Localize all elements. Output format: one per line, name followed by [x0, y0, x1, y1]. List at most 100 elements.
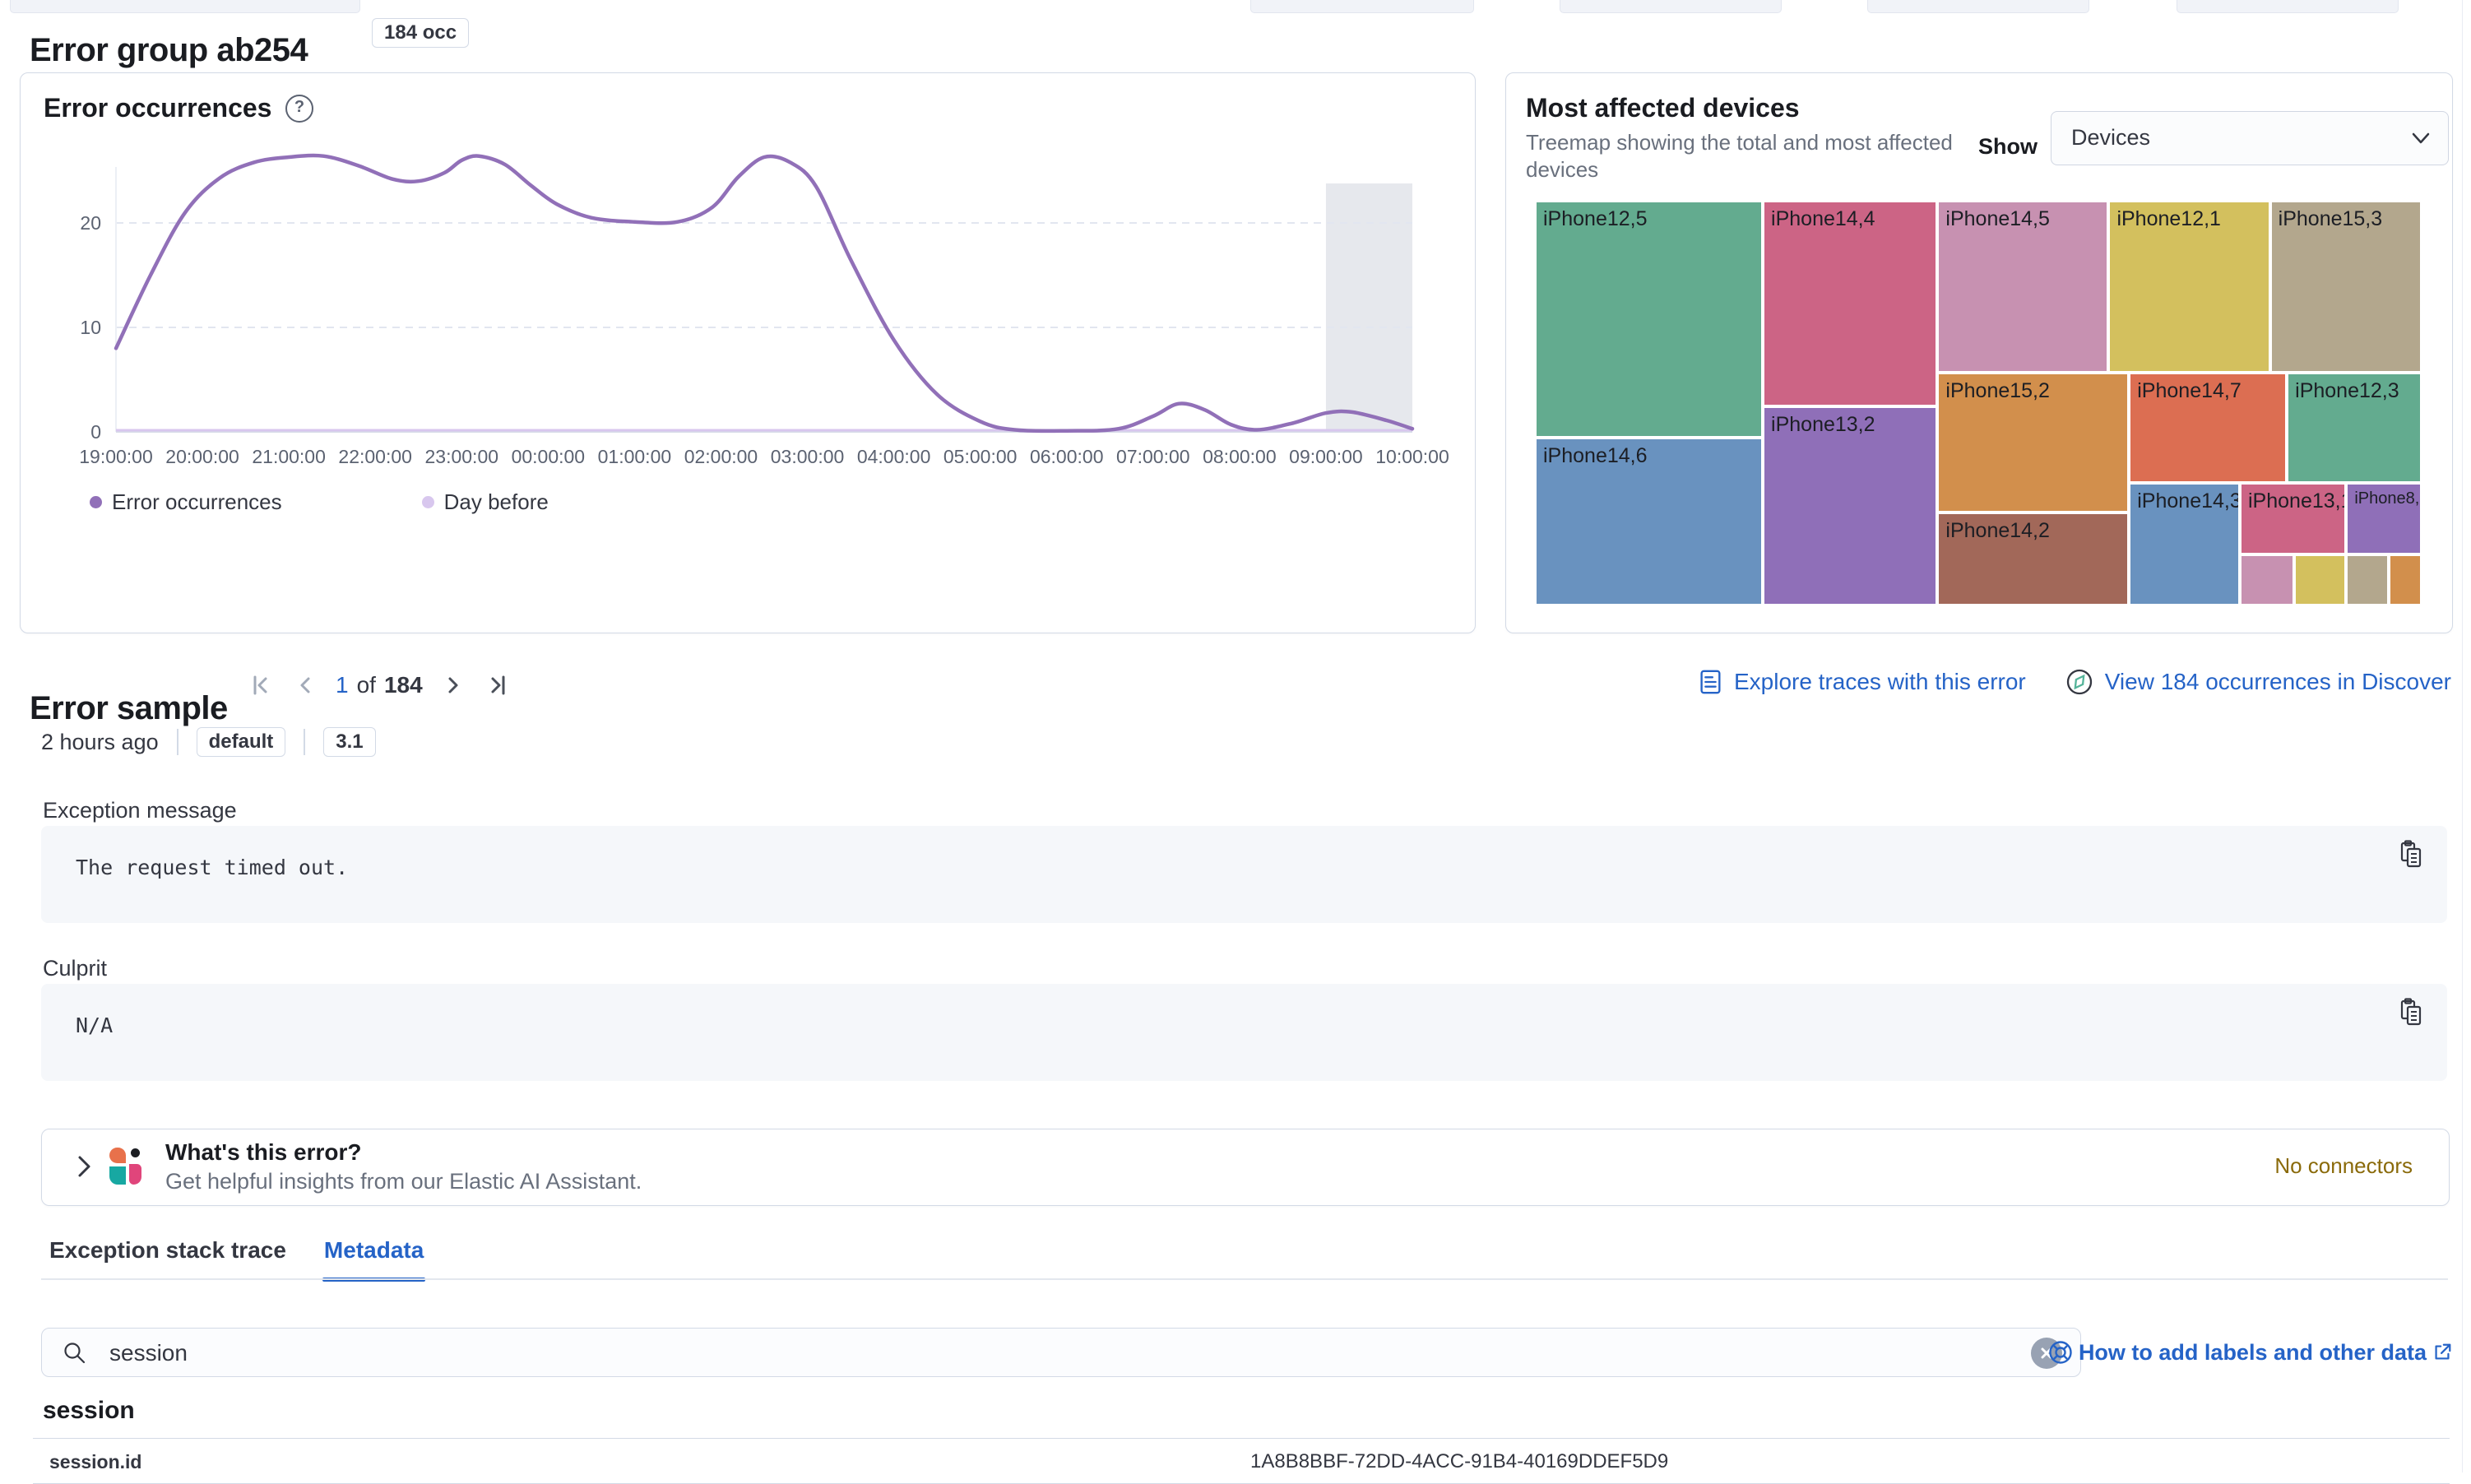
- treemap-cell-iphone15-2[interactable]: iPhone15,2: [1937, 373, 2130, 512]
- x-axis-tick-label: 19:00:00: [79, 446, 153, 467]
- exception-message-box: The request timed out.: [41, 826, 2447, 923]
- metadata-row: session.id 1A8B8BBF-72DD-4ACC-91B4-40169D…: [33, 1438, 2450, 1484]
- treemap-cell-label: iPhone14,6: [1543, 443, 1648, 467]
- legend-dot: [421, 496, 434, 508]
- how-to-add-labels-label: How to add labels and other data: [2078, 1339, 2427, 1365]
- error-occurrences-panel: Error occurrences ? 0 10 20 19:00:00 20:00:0…: [20, 72, 1476, 633]
- environment-badge: default: [196, 727, 286, 757]
- metadata-search-input[interactable]: [108, 1329, 1987, 1378]
- chevron-right-icon[interactable]: [72, 1152, 96, 1180]
- toolbar-remnant: [1250, 0, 1474, 13]
- x-axis-tick-label: 10:00:00: [1375, 446, 1449, 467]
- legend-label: Day before: [443, 489, 549, 514]
- devices-select[interactable]: Devices: [2051, 111, 2449, 165]
- culprit-label: Culprit: [43, 956, 108, 981]
- copy-icon[interactable]: [2396, 997, 2426, 1027]
- treemap-title: Most affected devices: [1526, 93, 1800, 123]
- treemap-cell-iphone13-2[interactable]: iPhone13,2: [1763, 406, 1938, 605]
- treemap-cell-iphone14-2[interactable]: iPhone14,2: [1937, 512, 2130, 605]
- error-sample-links: Explore traces with this error View 184 …: [1696, 666, 2451, 698]
- legend-item[interactable]: Day before: [421, 489, 549, 515]
- legend-dot: [90, 496, 102, 508]
- x-axis-tick-label: 05:00:00: [943, 446, 1018, 467]
- lifebuoy-icon: [2049, 1341, 2072, 1364]
- treemap-cell-iphone8-1[interactable]: iPhone8,1: [2346, 483, 2422, 554]
- copy-icon[interactable]: [2396, 839, 2426, 869]
- treemap-cell-label: iPhone14,3: [2137, 489, 2240, 513]
- y-axis-tick-label: 10: [80, 317, 101, 338]
- x-axis-tick-label: 02:00:00: [684, 446, 758, 467]
- treemap-cell-label: iPhone12,3: [2295, 379, 2399, 403]
- treemap-cell-label: iPhone14,5: [1945, 207, 2050, 230]
- tabs-divider: [41, 1278, 2448, 1280]
- treemap-cell-label: iPhone14,2: [1945, 518, 2050, 542]
- treemap-cell-iphone12-3[interactable]: iPhone12,3: [2287, 373, 2422, 484]
- devices-select-value: Devices: [2071, 125, 2151, 150]
- treemap-cell[interactable]: [2293, 554, 2347, 605]
- sample-timestamp: 2 hours ago: [41, 729, 159, 754]
- last-page-button[interactable]: [484, 671, 512, 699]
- treemap-subtitle: Treemap showing the total and most affec…: [1526, 130, 1953, 182]
- tab-exception-stack-trace[interactable]: Exception stack trace: [49, 1237, 286, 1263]
- treemap-cell-iphone14-4[interactable]: iPhone14,4: [1763, 201, 1938, 406]
- toolbar-remnant: [2177, 0, 2399, 13]
- chart-annotation-band: [1325, 183, 1412, 432]
- first-page-button[interactable]: [247, 671, 275, 699]
- explore-traces-link[interactable]: Explore traces with this error: [1696, 667, 2026, 697]
- treemap-cell[interactable]: [2389, 554, 2422, 605]
- sample-pager: 1 of 184: [247, 671, 512, 699]
- how-to-add-labels-link[interactable]: How to add labels and other data: [2047, 1339, 2453, 1366]
- ai-assistant-callout[interactable]: What's this error? Get helpful insights …: [41, 1129, 2450, 1206]
- treemap-cell-label: iPhone15,3: [2278, 207, 2383, 230]
- legend-item[interactable]: Error occurrences: [90, 489, 282, 515]
- treemap-cell-iphone15-3[interactable]: iPhone15,3: [2269, 201, 2422, 373]
- metadata-search-box: [41, 1328, 2081, 1378]
- occurrence-count-badge: 184 occ: [372, 18, 470, 48]
- treemap-cell-iphone14-5[interactable]: iPhone14,5: [1937, 201, 2109, 373]
- x-axis-tick-label: 01:00:00: [598, 446, 672, 467]
- y-axis-tick-label: 0: [90, 421, 101, 443]
- x-axis-tick-label: 09:00:00: [1289, 446, 1363, 467]
- error-occurrences-chart[interactable]: 0 10 20 19:00:00 20:00:00 21:00:00 22:00:00 23:…: [24, 147, 1455, 542]
- treemap-cell-iphone13-1[interactable]: iPhone13,1: [2240, 483, 2347, 554]
- view-in-discover-link[interactable]: View 184 occurrences in Discover: [2064, 666, 2451, 698]
- treemap-cell-iphone12-1[interactable]: iPhone12,1: [2108, 201, 2270, 373]
- separator: [304, 729, 306, 755]
- discover-compass-icon: [2066, 669, 2092, 695]
- metadata-table: session.id 1A8B8BBF-72DD-4ACC-91B4-40169D…: [33, 1438, 2450, 1484]
- treemap-cell[interactable]: [2346, 554, 2390, 605]
- treemap-cell-label: iPhone12,1: [2116, 207, 2221, 230]
- legend-label: Error occurrences: [112, 489, 282, 514]
- tab-metadata[interactable]: Metadata: [322, 1237, 426, 1282]
- x-axis-tick-label: 06:00:00: [1030, 446, 1104, 467]
- no-connectors-status: No connectors: [2274, 1153, 2413, 1178]
- question-in-circle-icon[interactable]: ?: [285, 95, 313, 123]
- x-axis-tick-label: 03:00:00: [771, 446, 845, 467]
- x-axis-tick-label: 08:00:00: [1203, 446, 1277, 467]
- treemap-cell-iphone14-3[interactable]: iPhone14,3: [2129, 483, 2240, 605]
- treemap-cell-iphone12-5[interactable]: iPhone12,5: [1535, 201, 1764, 438]
- pager-of: of: [356, 672, 376, 698]
- pager-current: 1: [336, 672, 349, 698]
- treemap-cell-iphone14-6[interactable]: iPhone14,6: [1535, 437, 1764, 605]
- x-axis-tick-label: 20:00:00: [165, 446, 239, 467]
- ai-callout-subtitle: Get helpful insights from our Elastic AI…: [165, 1169, 642, 1194]
- treemap-cell-iphone14-7[interactable]: iPhone14,7: [2129, 373, 2288, 484]
- version-badge: 3.1: [323, 727, 376, 757]
- treemap-cell[interactable]: [2240, 554, 2294, 605]
- metadata-key: session.id: [49, 1451, 142, 1472]
- show-label: Show: [1978, 134, 2038, 159]
- x-axis-tick-label: 00:00:00: [512, 446, 586, 467]
- treemap-cell-label: iPhone14,4: [1771, 207, 1875, 230]
- previous-page-button[interactable]: [291, 671, 319, 699]
- toolbar-remnant: [1560, 0, 1782, 13]
- treemap-cell-label: iPhone14,7: [2137, 379, 2242, 403]
- next-page-button[interactable]: [439, 671, 467, 699]
- external-link-icon: [2435, 1343, 2451, 1360]
- x-axis-tick-label: 07:00:00: [1116, 446, 1190, 467]
- devices-treemap[interactable]: iPhone12,5 iPhone14,6 iPhone14,4 iPhone13,2…: [1535, 201, 2422, 605]
- treemap-cell-label: iPhone8,1: [2354, 489, 2422, 508]
- treemap-cell-label: iPhone13,1: [2248, 489, 2347, 513]
- view-in-discover-label: View 184 occurrences in Discover: [2104, 669, 2451, 694]
- exception-message-label: Exception message: [43, 798, 237, 823]
